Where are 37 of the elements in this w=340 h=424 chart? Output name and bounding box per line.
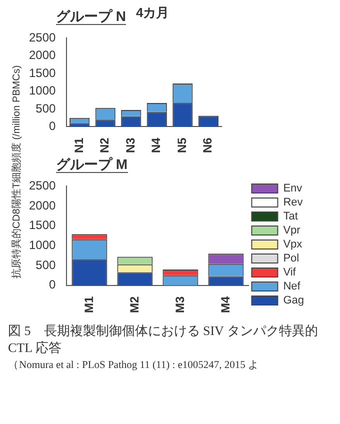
legend-label: Tat xyxy=(283,210,298,223)
x-tick-label: M1 xyxy=(82,296,96,313)
x-tick-label: N4 xyxy=(149,137,164,154)
x-tick-label: N2 xyxy=(98,137,112,154)
x-tick-label: M3 xyxy=(172,296,187,313)
x-tick-label: M4 xyxy=(218,296,232,313)
chart-subtitle: 4カ月 xyxy=(136,4,170,22)
x-tick-label: N5 xyxy=(174,137,189,154)
y-tick-label: 2500 xyxy=(28,30,56,45)
y-tick-label: 0 xyxy=(49,278,56,292)
legend-label: Vpx xyxy=(283,238,303,251)
chart-title: グループ M xyxy=(56,156,128,173)
legend-label: Env xyxy=(283,182,303,195)
legend-label: Gag xyxy=(283,294,304,307)
legend-label: Vpr xyxy=(283,224,301,237)
y-tick-label: 1000 xyxy=(28,84,56,98)
y-tick-label: 2000 xyxy=(28,198,56,212)
legend-label: Rev xyxy=(283,196,304,209)
x-tick-label: M2 xyxy=(127,296,142,313)
caption: 図 5 長期複製制御個体における SIV タンパク特異的 CTL 応答 xyxy=(8,322,319,356)
legend-label: Pol xyxy=(283,252,300,265)
y-tick-label: 2000 xyxy=(28,48,56,62)
y-tick-label: 1500 xyxy=(28,218,56,232)
x-tick-label: N3 xyxy=(123,137,138,154)
y-tick-label: 500 xyxy=(36,258,56,272)
y-tick-label: 1000 xyxy=(28,238,56,252)
y-tick-label: 1500 xyxy=(28,66,56,80)
y-tick-label: 2500 xyxy=(28,178,56,193)
y-tick-label: 500 xyxy=(36,101,56,116)
text: （Nomura et al : PLoS Pathog 11 (11) : e1005247, 2015 よ xyxy=(8,359,260,373)
x-tick-label: N1 xyxy=(72,137,86,154)
legend-label: Vif xyxy=(283,266,297,279)
x-tick-label: N6 xyxy=(200,137,215,154)
y-axis-title: 抗原特異的CD8陽性T細胞頻度 (/million PBMCs) xyxy=(10,65,24,279)
y-tick-label: 0 xyxy=(49,118,56,133)
chart-title: グループ N xyxy=(56,8,126,25)
legend-label: Nef xyxy=(283,280,302,293)
